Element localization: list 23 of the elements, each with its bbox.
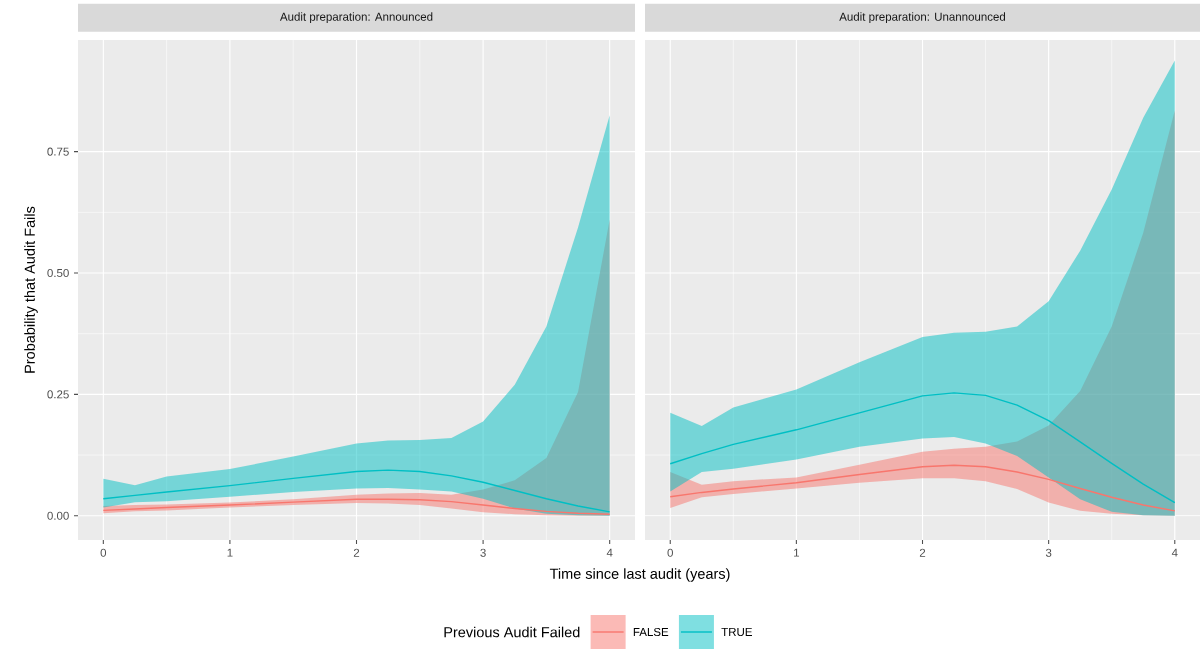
y-tick-label: 0.75 <box>47 147 69 156</box>
x-tick-label: 0 <box>667 548 673 557</box>
x-tick-label: 3 <box>1045 548 1052 557</box>
x-tick-label: 0 <box>100 548 107 557</box>
chart-title: Audit preparation: Unannounced <box>839 12 1006 24</box>
legend-label: TRUE <box>721 627 752 636</box>
y-axis-title: Probability that Audit Fails <box>24 206 38 373</box>
x-tick-label: 1 <box>227 548 233 557</box>
legend-title: Previous Audit Failed <box>444 626 580 638</box>
y-tick-label: 0.50 <box>47 268 69 278</box>
legend-label: FALSE <box>633 627 669 637</box>
x-axis-title: Time since last audit (years) <box>549 568 730 582</box>
line-series <box>102 469 611 513</box>
chart-title: Audit preparation: Announced <box>279 12 433 24</box>
x-tick-label: 3 <box>480 548 486 557</box>
x-tick-label: 4 <box>1171 548 1178 557</box>
x-tick-label: 2 <box>919 548 926 557</box>
x-tick-label: 1 <box>794 548 800 557</box>
y-tick-label: 0.25 <box>47 390 69 399</box>
line-series <box>102 498 611 515</box>
y-tick-label: 0.00 <box>47 511 69 520</box>
x-tick-label: 4 <box>606 548 613 557</box>
x-tick-label: 2 <box>353 548 360 557</box>
